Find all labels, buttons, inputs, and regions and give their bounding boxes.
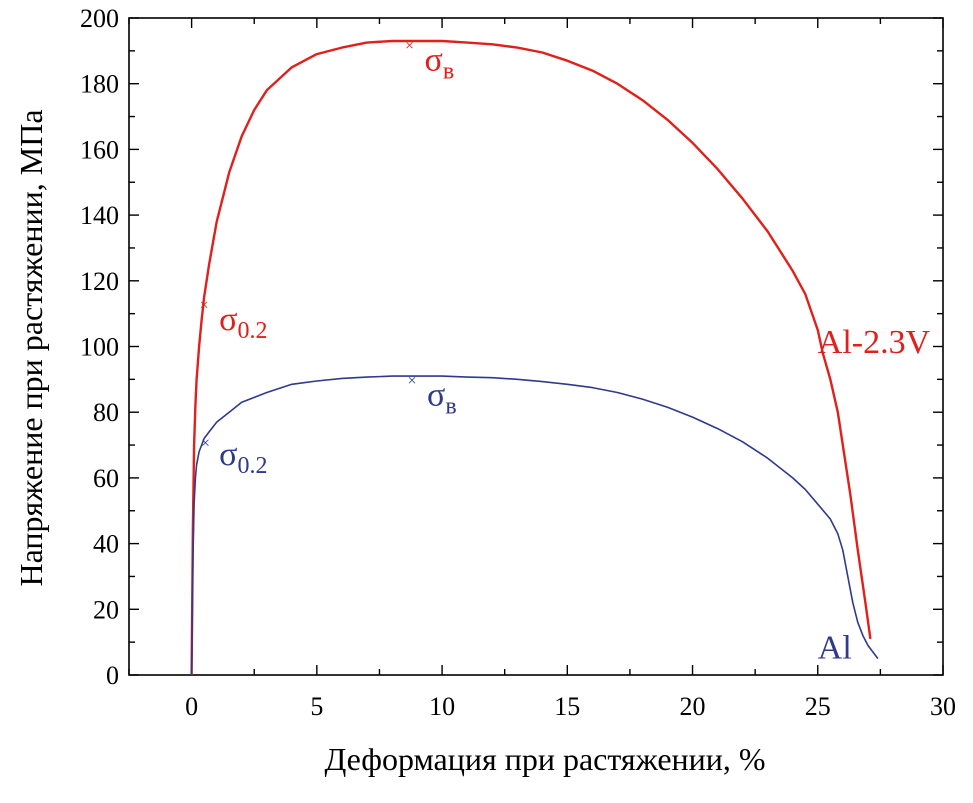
point-marker: × (201, 435, 210, 452)
series-layer (190, 39, 879, 676)
y-tick-label: 160 (80, 135, 119, 164)
y-tick-label: 200 (80, 4, 119, 33)
x-tick-label: 10 (429, 692, 455, 721)
sigma-label: σ0.2 (219, 301, 267, 344)
series-label: Al-2.3V (818, 324, 931, 361)
y-tick-label: 0 (106, 661, 119, 690)
series-line-al-2-3v (190, 39, 872, 676)
y-tick-label: 140 (80, 201, 119, 230)
sigma-label: σв (427, 377, 457, 420)
x-tick-label: 30 (930, 692, 956, 721)
point-marker: × (200, 297, 209, 314)
annotations-layer: × σ0.2 × σв × σ0.2 × σв Al-2.3V Al (200, 37, 931, 666)
y-tick-label: 120 (80, 267, 119, 296)
sigma-label: σ0.2 (219, 436, 267, 479)
y-tick-label: 100 (80, 333, 119, 362)
series-label: Al (818, 630, 852, 667)
x-tick-label: 15 (554, 692, 580, 721)
sigma-label: σв (425, 42, 455, 85)
x-tick-label: 20 (680, 692, 706, 721)
y-axis-title: Напряжение при растяжении, МПа (13, 109, 49, 586)
x-tick-label: 0 (185, 692, 198, 721)
point-marker: × (408, 372, 417, 389)
y-tick-label: 20 (93, 595, 119, 624)
x-axis-title: Деформация при растяжении, % (324, 741, 765, 777)
x-tick-label: 25 (805, 692, 831, 721)
point-marker: × (405, 37, 414, 54)
y-tick-label: 60 (93, 464, 119, 493)
y-tick-label: 40 (93, 530, 119, 559)
y-tick-label: 180 (80, 70, 119, 99)
series-line-al (190, 375, 879, 676)
y-tick-label: 80 (93, 398, 119, 427)
x-tick-label: 5 (310, 692, 323, 721)
axes-group: 0 5 10 15 20 25 30 0 20 40 60 80 100 120 140 160 180 200 (80, 4, 956, 721)
